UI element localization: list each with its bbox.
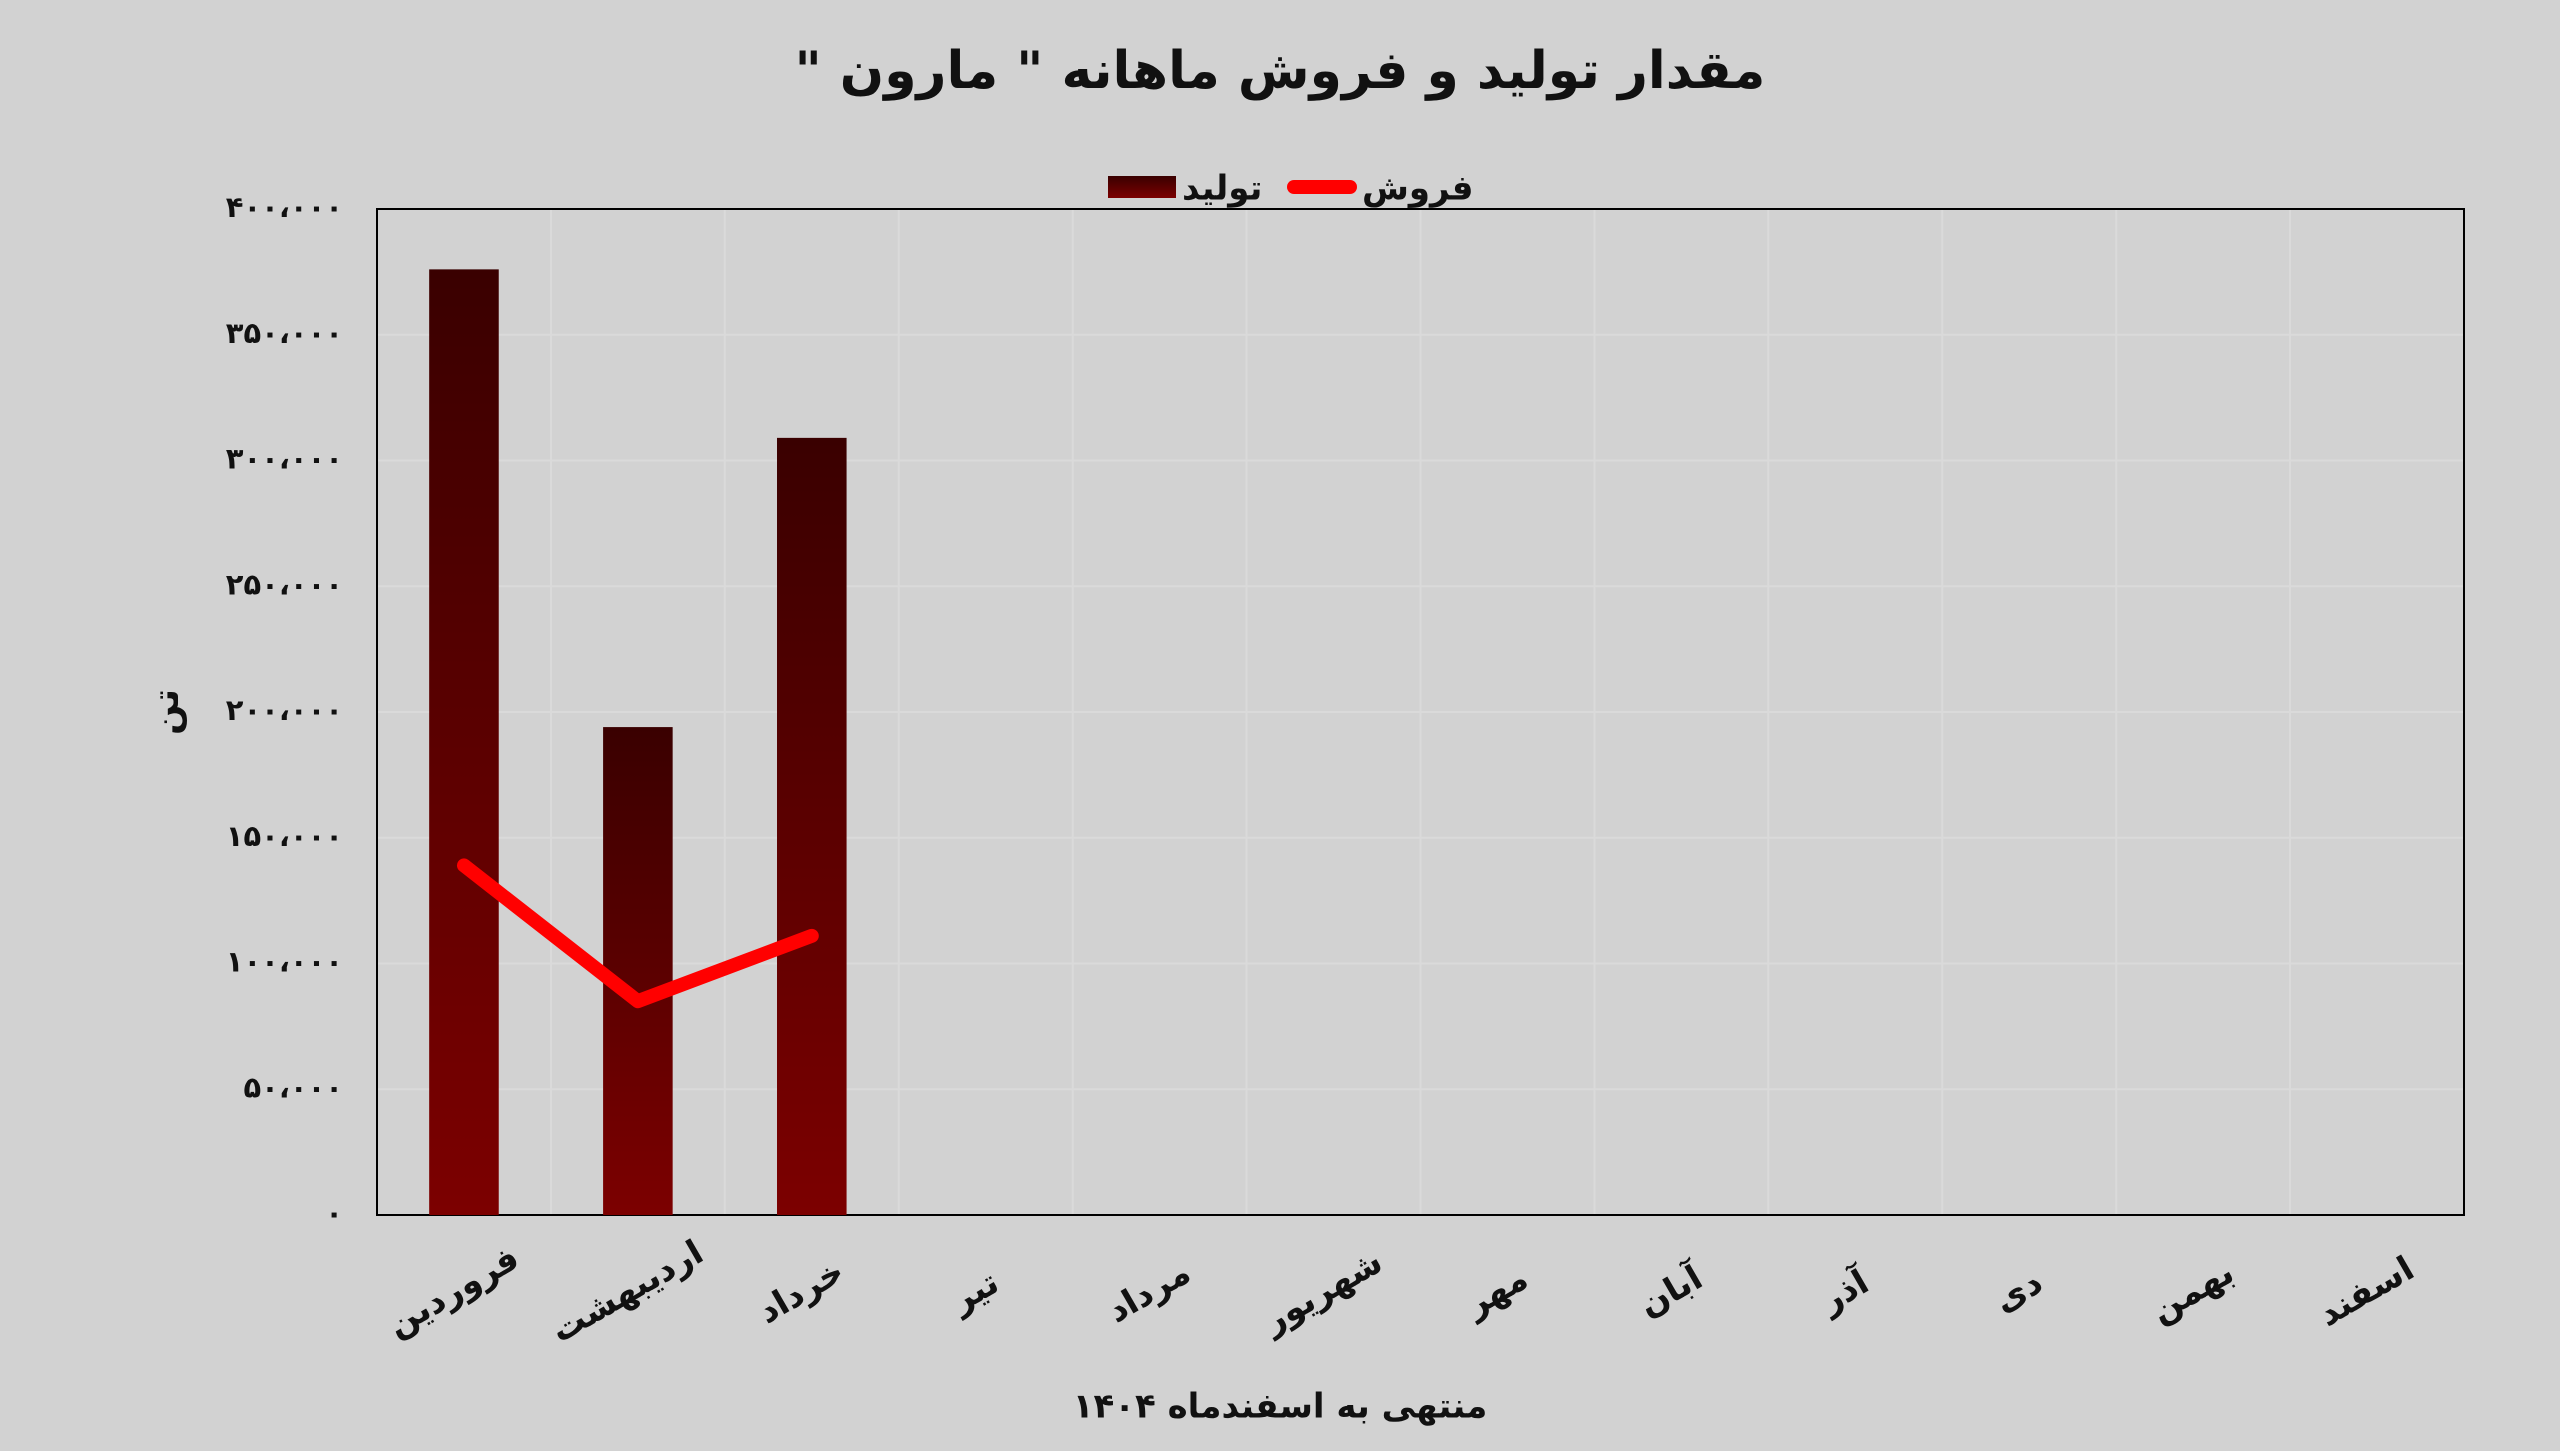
legend-label: تولید: [1182, 169, 1262, 209]
y-tick-label: ۵۰،۰۰۰: [243, 1070, 343, 1104]
bar: [429, 269, 499, 1215]
bar: [603, 727, 673, 1215]
bar: [777, 437, 847, 1215]
y-axis-title: تن: [146, 689, 187, 735]
x-axis-title: منتهی به اسفندماه ۱۴۰۴: [1073, 1387, 1488, 1427]
line: [456, 858, 819, 1009]
y-tick-label: ۳۰۰،۰۰۰: [226, 442, 343, 476]
y-tick-label: ۲۰۰،۰۰۰: [226, 693, 343, 727]
y-tick-label: ۲۵۰،۰۰۰: [226, 567, 343, 601]
legend-swatch: [1108, 176, 1176, 198]
plot-border: [376, 208, 2465, 1216]
y-tick-label: ۱۵۰،۰۰۰: [226, 819, 343, 853]
y-tick-label: ۴۰۰،۰۰۰: [226, 190, 343, 224]
y-tick-label: ۳۵۰،۰۰۰: [226, 316, 343, 350]
y-tick-label: ۱۰۰،۰۰۰: [226, 945, 343, 979]
legend-label: فروش: [1362, 169, 1473, 209]
y-tick-label: ۰: [325, 1196, 343, 1230]
chart-title: مقدار تولید و فروش ماهانه " مارون ": [795, 41, 1766, 101]
